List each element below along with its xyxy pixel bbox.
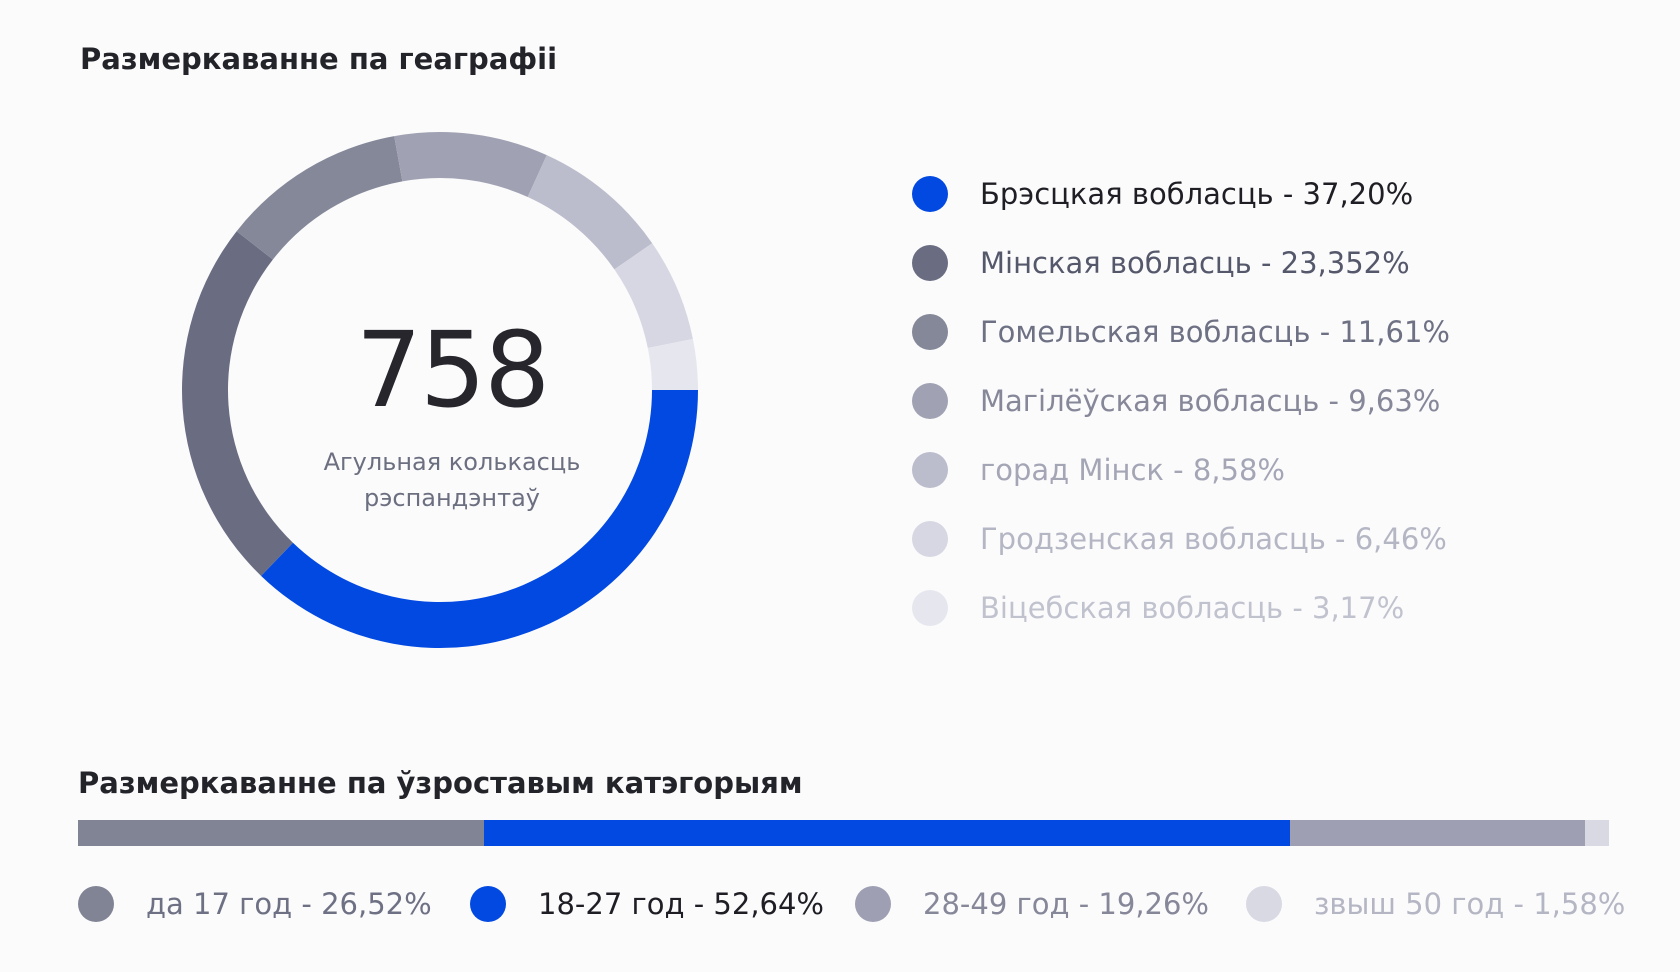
geo-legend-swatch [912,590,948,626]
total-respondents-label: Агульная колькасць рэспандэнтаў [302,444,602,516]
geo-section-title: Размеркаванне па геаграфіі [80,42,558,76]
donut-slice-1 [261,390,698,648]
donut-slice-4 [394,132,547,198]
geo-legend-item: горад Мінск - 8,58% [912,448,1450,517]
geo-legend-item: Брэсцкая вобласць - 37,20% [912,172,1450,241]
age-legend-item: да 17 год - 26,52% [78,882,432,926]
geo-legend-item: Віцебская вобласць - 3,17% [912,586,1450,655]
age-bar-segment-3 [1289,820,1585,846]
age-legend-swatch [1246,886,1282,922]
geo-legend-label: горад Мінск - 8,58% [980,453,1285,487]
age-legend-swatch [78,886,114,922]
age-legend-label: 18-27 год - 52,64% [538,887,824,921]
age-stacked-bar [78,820,1609,846]
total-label-line-2: рэспандэнтаў [363,484,541,512]
age-bar-segment-2 [484,820,1290,846]
age-legend-label: да 17 год - 26,52% [146,887,432,921]
geo-legend-swatch [912,383,948,419]
geo-legend-swatch [912,176,948,212]
geo-legend-label: Магілёўская вобласць - 9,63% [980,384,1441,418]
age-legend-swatch [855,886,891,922]
age-legend-swatch [470,886,506,922]
geo-legend-label: Мінская вобласць - 23,352% [980,246,1410,280]
geo-legend-label: Брэсцкая вобласць - 37,20% [980,177,1414,211]
geo-legend-swatch [912,452,948,488]
age-section-title: Размеркаванне па ўзроставым катэгорыям [78,766,803,800]
total-label-line-1: Агульная колькасць [323,448,581,476]
donut-slice-3 [236,136,403,260]
geo-legend-swatch [912,314,948,350]
geo-legend-label: Гродзенская вобласць - 6,46% [980,522,1447,556]
age-legend-item: 28-49 год - 19,26% [855,882,1209,926]
age-legend-item: 18-27 год - 52,64% [470,882,824,926]
donut-slice-7 [647,338,698,390]
donut-slice-5 [527,155,653,270]
age-bar-segment-1 [78,820,485,846]
geo-legend-label: Гомельская вобласць - 11,61% [980,315,1450,349]
age-legend-label: 28-49 год - 19,26% [923,887,1209,921]
age-legend-item: звыш 50 год - 1,58% [1246,882,1625,926]
donut-slice-2 [181,231,293,576]
age-bar-segment-4 [1584,820,1609,846]
geo-legend-item: Мінская вобласць - 23,352% [912,241,1450,310]
geo-legend-swatch [912,245,948,281]
geo-legend-item: Гомельская вобласць - 11,61% [912,310,1450,379]
geo-legend-item: Гродзенская вобласць - 6,46% [912,517,1450,586]
donut-slice-6 [614,243,693,349]
geo-legend-item: Магілёўская вобласць - 9,63% [912,379,1450,448]
geo-legend-swatch [912,521,948,557]
geography-donut-chart [181,132,698,648]
age-legend-label: звыш 50 год - 1,58% [1314,887,1626,921]
geography-legend: Брэсцкая вобласць - 37,20% Мінская воблас… [912,172,1450,655]
geo-legend-label: Віцебская вобласць - 3,17% [980,591,1405,625]
total-respondents-value: 758 [355,309,551,431]
